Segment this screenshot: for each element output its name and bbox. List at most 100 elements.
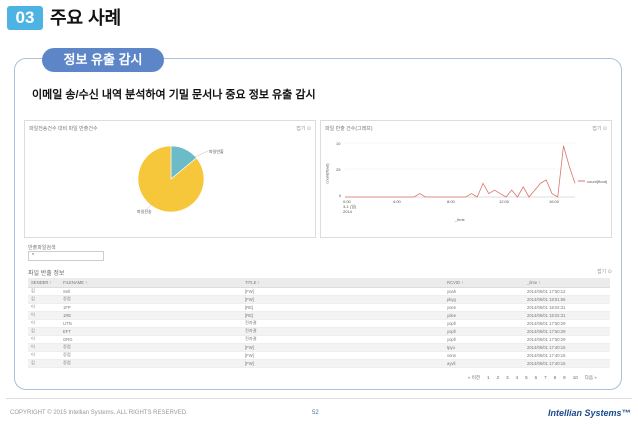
table-collapse[interactable]: 접기 ⊙ — [597, 269, 612, 275]
x-tick-1: 4:00 — [393, 199, 401, 204]
table-cell: yoah — [444, 287, 524, 296]
section-description: 이메일 송/수신 내역 분석하여 기밀 문서나 중요 정보 유출 감시 — [32, 89, 316, 101]
table-row[interactable]: 이 장점 [FW] vorw 2014/06/01 17:40:16 — [28, 351, 610, 360]
page-link[interactable]: 2 — [496, 375, 500, 380]
pie-panel-title: 파일전송건수 대비 파일 반출건수 — [29, 126, 98, 132]
pie-chart-panel: 파일전송건수 대비 파일 반출건수 접기 ⊙ 파일반출 파일전송 — [24, 120, 316, 238]
table-cell: [RE] — [242, 303, 444, 312]
table-cell: [RE] — [242, 311, 444, 320]
company-logo: Intellian Systems™ — [548, 408, 631, 418]
column-header[interactable]: TITLE ↑ — [242, 278, 444, 288]
table-row[interactable]: 이 장점 [FW] tpyu 2014/06/01 17:40:16 — [28, 343, 610, 352]
table-cell: 장점 — [60, 351, 242, 360]
table-cell: 김 — [28, 327, 60, 336]
table-cell: 김 — [28, 359, 60, 368]
page-link[interactable]: « 이전 — [468, 375, 481, 380]
x-tick-3: 12:00 — [499, 199, 510, 204]
y-axis-label: count(ftout) — [324, 163, 330, 184]
pie-slice-1 — [137, 145, 205, 213]
file-table: SENDER ↑ FILENAME ↑ TITLE ↑ RCVID ↑ _time ↑ … — [28, 278, 610, 368]
table-row[interactable]: 이 1RE [RE] ydee 2014/06/01 18:02:31 — [28, 311, 610, 320]
pie-label-send: 파일전송 — [137, 209, 152, 214]
column-header[interactable]: _time ↑ — [524, 278, 610, 288]
table-cell: [FW] — [242, 287, 444, 296]
table-cell: 장점 — [60, 295, 242, 304]
table-row[interactable]: 김 장점 [FW] pkyg 2014/06/01 18:51:56 — [28, 295, 610, 304]
filter-label: 반출파일검색 — [28, 245, 56, 251]
table-cell: 김 — [28, 295, 60, 304]
pie-panel-collapse[interactable]: 접기 ⊙ — [296, 126, 311, 132]
table-cell: [FW] — [242, 351, 444, 360]
table-cell: yoes — [444, 303, 524, 312]
table-cell: Sell — [60, 287, 242, 296]
table-cell: tpyu — [444, 343, 524, 352]
section-number-badge: 03 — [7, 6, 43, 30]
table-cell: GRG — [60, 335, 242, 344]
table-cell: 김 — [28, 287, 60, 296]
pie-chart — [137, 145, 209, 213]
table-cell: UTN — [60, 319, 242, 328]
filter-input[interactable]: * — [28, 251, 104, 261]
table-cell: 2014/06/01 17:50:29 — [524, 319, 610, 328]
table-cell: 이 — [28, 303, 60, 312]
table-cell: yopll — [444, 327, 524, 336]
page-link[interactable]: 6 — [534, 375, 538, 380]
table-cell: 이 — [28, 319, 60, 328]
x-tick-0b: 3-1 (일) — [343, 204, 357, 209]
table-cell: 2014/06/01 18:02:31 — [524, 303, 610, 312]
table-row[interactable]: 이 GRG 전자결 yopll 2014/06/01 17:50:29 — [28, 335, 610, 344]
table-cell: vorw — [444, 351, 524, 360]
table-row[interactable]: 이 UTN 전자결 yopll 2014/06/01 17:50:29 — [28, 319, 610, 328]
table-row[interactable]: 김 장점 [FW] ayvll 2014/06/01 17:40:16 — [28, 359, 610, 368]
table-cell: EFT — [60, 327, 242, 336]
line-panel-collapse[interactable]: 접기 ⊙ — [592, 126, 607, 132]
page-link[interactable]: 5 — [525, 375, 528, 380]
pie-label-out: 파일반출 — [209, 149, 224, 154]
page-link[interactable]: 10 — [572, 375, 578, 380]
pagination: « 이전 1 2 3 4 5 6 7 8 9 10 다음 » — [468, 375, 597, 381]
table-cell: 2014/06/01 17:50:29 — [524, 327, 610, 336]
table-cell: 2014/06/01 17:50:29 — [524, 335, 610, 344]
table-cell: 전자결 — [242, 335, 444, 344]
footer-divider — [6, 398, 632, 399]
series-line — [345, 145, 576, 198]
table-cell: 2014/06/01 17:40:16 — [524, 343, 610, 352]
table-row[interactable]: 이 1FP [RE] yoes 2014/06/01 18:02:31 — [28, 303, 610, 312]
x-tick-2: 8:00 — [447, 199, 455, 204]
table-cell: 장점 — [60, 359, 242, 368]
page-link[interactable]: 4 — [515, 375, 519, 380]
table-cell: 장점 — [60, 343, 242, 352]
section-pill: 정보 유출 감시 — [42, 48, 164, 72]
table-row[interactable]: 김 EFT 전자결 yopll 2014/06/01 17:50:29 — [28, 327, 610, 336]
table-cell: 이 — [28, 311, 60, 320]
table-cell: 2014/06/01 18:02:31 — [524, 311, 610, 320]
page-link[interactable]: 9 — [563, 375, 566, 380]
page-link[interactable]: 다음 » — [584, 375, 597, 380]
table-cell: yopll — [444, 335, 524, 344]
table-cell: 전자결 — [242, 319, 444, 328]
x-axis-label: _time — [455, 217, 465, 222]
page-link[interactable]: 7 — [544, 375, 547, 380]
pie-leader-out — [194, 150, 209, 158]
y-tick-top: 10 — [336, 141, 341, 146]
page-link[interactable]: 8 — [553, 375, 557, 380]
table-cell: [FW] — [242, 295, 444, 304]
x-tick-0: 0:00 — [343, 199, 351, 204]
column-header[interactable]: FILENAME ↑ — [60, 278, 242, 288]
table-cell: 2014/06/01 18:51:56 — [524, 295, 610, 304]
column-header[interactable]: RCVID ↑ — [444, 278, 524, 288]
table-cell: 1RE — [60, 311, 242, 320]
line-chart-panel: 파일 반출 건수(그래프) 접기 ⊙ 10 25 0 count(ftout) … — [320, 120, 612, 238]
page-number: 52 — [312, 410, 319, 416]
column-header[interactable]: SENDER ↑ — [28, 278, 60, 288]
table-cell: yopll — [444, 319, 524, 328]
table-cell: 2014/06/01 17:40:16 — [524, 351, 610, 360]
table-cell: 2014/06/01 17:40:16 — [524, 359, 610, 368]
x-tick-0c: 2014 — [343, 209, 352, 214]
page-link[interactable]: 3 — [506, 375, 509, 380]
page-link[interactable]: 1 — [487, 375, 490, 380]
legend-label: count(ftout) — [587, 179, 608, 184]
table-cell: [FW] — [242, 359, 444, 368]
table-row[interactable]: 김 Sell [FW] yoah 2014/06/01 17:50:12 — [28, 287, 610, 296]
table-cell: [FW] — [242, 343, 444, 352]
